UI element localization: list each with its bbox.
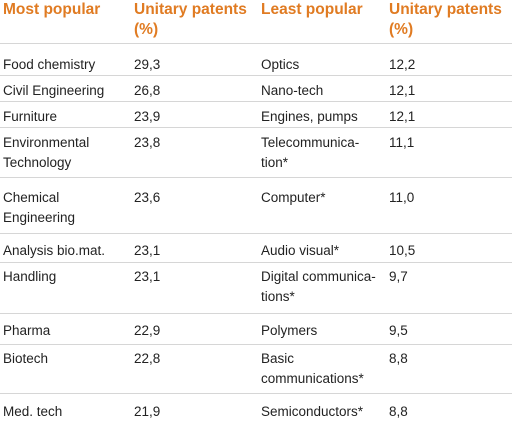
least-popular-percent: 12,2 — [389, 57, 416, 72]
least-popular-percent: 9,7 — [389, 269, 408, 284]
table-row: Environmental Technology 23,8 Telecommun… — [0, 128, 512, 178]
least-popular-field: Audio visual* — [261, 243, 340, 258]
most-popular-field: Biotech — [3, 351, 49, 366]
most-popular-percent: 23,6 — [134, 190, 161, 205]
least-popular-field: Semiconductors* — [261, 404, 364, 419]
least-popular-field: Optics — [261, 57, 300, 72]
header-unitary-patents-least: Unitary patents (%) — [389, 1, 502, 38]
least-popular-percent: 9,5 — [389, 323, 408, 338]
header-least-popular: Least popular — [261, 1, 363, 18]
table-row: Med. tech 21,9 Semiconductors* 8,8 — [0, 397, 512, 430]
most-popular-field: Pharma — [3, 323, 51, 338]
least-popular-field: Computer* — [261, 190, 326, 205]
table-row: Furniture 23,9 Engines, pumps 12,1 — [0, 102, 512, 128]
most-popular-percent: 26,8 — [134, 83, 161, 98]
most-popular-field: Med. tech — [3, 404, 63, 419]
most-popular-field: Furniture — [3, 109, 58, 124]
most-popular-field: Environmental Technology — [3, 135, 90, 170]
most-popular-field: Chemical Engineering — [3, 190, 76, 225]
table-row: Civil Engineering 26,8 Nano-tech 12,1 — [0, 76, 512, 102]
table-row: Analysis bio.mat. 23,1 Audio visual* 10,… — [0, 236, 512, 263]
most-popular-percent: 23,9 — [134, 109, 161, 124]
most-popular-field: Handling — [3, 269, 57, 284]
header-unitary-patents-most: Unitary patents (%) — [134, 1, 247, 38]
most-popular-field: Analysis bio.mat. — [3, 243, 106, 258]
table-row: Pharma 22,9 Polymers 9,5 — [0, 316, 512, 345]
least-popular-percent: 8,8 — [389, 404, 408, 419]
least-popular-percent: 8,8 — [389, 351, 408, 366]
least-popular-field: Polymers — [261, 323, 318, 338]
most-popular-percent: 22,9 — [134, 323, 161, 338]
most-popular-field: Civil Engineering — [3, 83, 105, 98]
least-popular-percent: 12,1 — [389, 109, 416, 124]
least-popular-percent: 12,1 — [389, 83, 416, 98]
most-popular-percent: 23,1 — [134, 243, 161, 258]
most-popular-percent: 22,8 — [134, 351, 161, 366]
table-header: Most popular Unitary patents (%) Least p… — [0, 0, 512, 44]
least-popular-percent: 11,1 — [389, 135, 415, 150]
table-row: Biotech 22,8 Basic communications* 8,8 — [0, 344, 512, 394]
least-popular-field: Engines, pumps — [261, 109, 358, 124]
most-popular-percent: 29,3 — [134, 57, 161, 72]
table-row: Food chemistry 29,3 Optics 12,2 — [0, 50, 512, 76]
least-popular-percent: 10,5 — [389, 243, 416, 258]
least-popular-percent: 11,0 — [389, 190, 415, 205]
least-popular-field: Nano-tech — [261, 83, 324, 98]
table-row: Handling 23,1 Digital communica-tions* 9… — [0, 262, 512, 314]
table-row: Chemical Engineering 23,6 Computer* 11,0 — [0, 183, 512, 234]
most-popular-percent: 23,1 — [134, 269, 161, 284]
least-popular-field: Telecommunica-tion* — [261, 135, 360, 170]
most-popular-field: Food chemistry — [3, 57, 96, 72]
least-popular-field: Digital communica-tions* — [261, 269, 376, 304]
most-popular-percent: 21,9 — [134, 404, 161, 419]
most-popular-percent: 23,8 — [134, 135, 161, 150]
header-most-popular: Most popular — [3, 1, 101, 18]
least-popular-field: Basic communications* — [261, 351, 364, 386]
